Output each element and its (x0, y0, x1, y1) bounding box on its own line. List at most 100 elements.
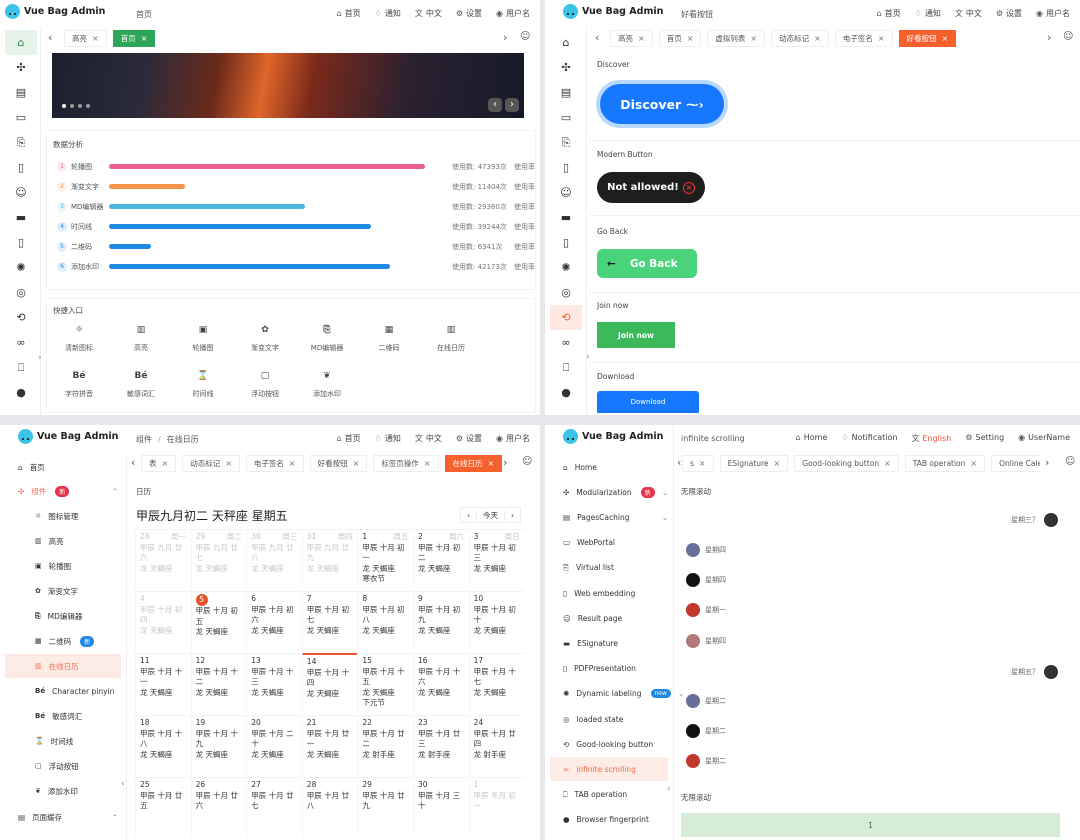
close-icon[interactable]: × (423, 458, 431, 468)
tab[interactable]: 在线日历 × (444, 454, 503, 472)
tab[interactable]: 好看按钮 × (898, 29, 957, 47)
collapse-sidebar-button[interactable]: ‹ (667, 784, 671, 794)
carousel-dot[interactable] (70, 104, 74, 108)
collapse-sidebar-button[interactable]: ‹ (121, 779, 125, 789)
app-logo[interactable]: Vue Bag Admin (5, 4, 105, 19)
tab[interactable]: TAB operation × (904, 454, 986, 472)
monitor-icon[interactable]: ▭ (560, 111, 572, 124)
close-icon[interactable]: × (970, 458, 978, 468)
sidebar-item[interactable]: ☼ 图标管理 (5, 504, 121, 528)
sidebar-item[interactable]: ❦ 添加水印 (5, 779, 121, 803)
calendar-day[interactable]: 14 甲辰 十月 十四龙 天蝎座 (301, 653, 357, 714)
quick-entry-item[interactable]: ⌛ 时间线 (173, 371, 233, 399)
sidebar-item-page-cache[interactable]: ▤ 页面缓存 ⌃ (18, 805, 118, 829)
calendar-day[interactable]: 30 甲辰 十月 三十 (413, 777, 468, 838)
sidebar-item[interactable]: ● Browser fingerprint (550, 808, 668, 832)
carousel-dot[interactable] (62, 104, 66, 108)
sidebar-item[interactable]: ⟲ Good-looking button (550, 732, 668, 756)
nav-lang[interactable]: 文 English (911, 433, 951, 444)
calendar-day[interactable]: 23 甲辰 十月 廿三龙 射手座 (413, 715, 468, 776)
breadcrumb-item[interactable]: 组件 (136, 435, 152, 444)
pages-icon[interactable]: ▤ (560, 86, 572, 99)
sidebar-item[interactable]: ▢ 浮动按钮 (5, 754, 121, 778)
calendar-day[interactable]: 1 甲辰 冬月 初一 (468, 777, 524, 838)
discover-button[interactable]: Discover ⁓› (600, 84, 724, 124)
quick-entry-item[interactable]: ▥ 高亮 (111, 325, 171, 353)
tab[interactable]: Online Calenda× (991, 454, 1040, 472)
sidebar-item[interactable]: Bé 敏感词汇 (5, 704, 121, 728)
calendar-day[interactable]: 25 甲辰 十月 廿五 (135, 777, 190, 838)
quick-entry-item[interactable]: ❦ 添加水印 (297, 371, 357, 399)
sidebar-item[interactable]: ✿ 渐变文字 (5, 579, 121, 603)
carousel-dot[interactable] (78, 104, 82, 108)
close-icon[interactable]: × (941, 33, 949, 43)
quick-entry-item[interactable]: Bé 敏感词汇 (111, 371, 171, 399)
bookmark-icon[interactable]: ⎕ (17, 360, 25, 374)
nav-notify[interactable]: ♢ Notification (841, 433, 897, 444)
sidebar-item[interactable]: ▣ 轮播图 (5, 554, 121, 578)
nav-notify[interactable]: ♢ 通知 (915, 8, 941, 19)
nav-user[interactable]: ◉ UserName (1018, 433, 1070, 444)
book-icon[interactable]: ▯ (17, 161, 25, 174)
calendar-day[interactable]: 29 甲辰 十月 廿九 (357, 777, 413, 838)
quick-entry-item[interactable]: ☼ 清新图标 (49, 325, 109, 353)
gear-icon[interactable]: ✺ (561, 261, 571, 274)
nav-home[interactable]: ⌂ 首页 (877, 8, 901, 19)
carousel-dot[interactable] (86, 104, 90, 108)
close-icon[interactable]: × (750, 33, 758, 43)
tab[interactable]: 动态标记 × (771, 29, 829, 47)
download-button[interactable]: Download (597, 391, 699, 413)
list-icon[interactable]: ⎘ (16, 135, 26, 149)
nav-home[interactable]: ⌂ 首页 (337, 8, 361, 19)
nav-notify[interactable]: ♢ 通知 (375, 8, 401, 19)
calendar-day[interactable]: 13 甲辰 十月 十三龙 天蝎座 (246, 653, 302, 714)
tabs-next-button[interactable]: › (503, 456, 508, 469)
close-icon[interactable]: × (773, 458, 781, 468)
list-icon[interactable]: ⎘ (561, 135, 571, 149)
next-month-button[interactable]: › (511, 510, 514, 520)
tab[interactable]: 高亮 × (64, 29, 107, 47)
smile-icon[interactable]: ☺ (15, 186, 27, 199)
calendar-day[interactable]: 24 甲辰 十月 廿四龙 射手座 (468, 715, 524, 776)
calendar-day[interactable]: 5 甲辰 十月 初五龙 天蝎座 (190, 591, 246, 652)
sidebar-item[interactable]: ▯ Web embedding (550, 581, 668, 605)
tabs-next-button[interactable]: › (1047, 31, 1052, 44)
prev-month-button[interactable]: ‹ (467, 510, 470, 520)
nav-user[interactable]: ◉ 用户名 (496, 8, 530, 19)
calendar-day[interactable]: 8 甲辰 十月 初八龙 天蝎座 (357, 591, 413, 652)
app-logo[interactable]: Vue Bag Admin (563, 429, 663, 444)
calendar-day[interactable]: 17 甲辰 十月 十七龙 天蝎座 (468, 653, 524, 714)
nav-lang[interactable]: 文中文 (955, 8, 982, 19)
close-icon[interactable]: × (288, 458, 296, 468)
nav-settings[interactable]: ⚙ 设置 (996, 8, 1022, 19)
expand-sidebar-button[interactable]: › (586, 352, 590, 362)
calendar-day[interactable]: 1 周五 甲辰 十月 初一龙 天蝎座 寒衣节 (357, 529, 413, 590)
sidebar-item[interactable]: Bé Character pinyin (5, 679, 121, 703)
app-logo[interactable]: Vue Bag Admin (18, 429, 118, 444)
calendar-day[interactable]: 9 甲辰 十月 初九龙 天蝎座 (413, 591, 468, 652)
sidebar-item[interactable]: ▥ 高亮 (5, 529, 121, 553)
calendar-day[interactable]: 10 甲辰 十月 初十龙 天蝎座 (468, 591, 524, 652)
sidebar-item[interactable]: ✺ Dynamic labeling new ⌄ (550, 682, 684, 706)
nav-settings[interactable]: ⚙ Setting (965, 433, 1004, 444)
monitor-icon[interactable]: ▭ (15, 111, 27, 124)
quick-entry-item[interactable]: ▢ 浮动按钮 (235, 371, 295, 399)
calendar-day[interactable]: 30 周三 甲辰 九月 廿八龙 天蝎座 (246, 529, 302, 590)
tabs-prev-button[interactable]: ‹ (48, 31, 53, 44)
calendar-day[interactable]: 22 甲辰 十月 廿二龙 射手座 (357, 715, 413, 776)
close-icon[interactable]: × (161, 458, 169, 468)
tab[interactable]: s × (682, 454, 714, 472)
fingerprint-icon[interactable]: ● (16, 386, 26, 399)
tab[interactable]: 标签页操作 × (373, 454, 439, 472)
book-icon[interactable]: ▯ (562, 161, 570, 174)
planet-icon[interactable]: ⟲ (550, 305, 582, 330)
calendar-day[interactable]: 19 甲辰 十月 十九龙 天蝎座 (190, 715, 246, 776)
tab[interactable]: 首页 × (658, 29, 702, 47)
close-icon[interactable]: × (352, 458, 360, 468)
modules-icon[interactable]: ✣ (561, 61, 571, 74)
smile-icon[interactable]: ☺ (520, 31, 531, 42)
close-icon[interactable]: × (884, 458, 891, 468)
join-now-button[interactable]: Join now (597, 322, 675, 348)
close-icon[interactable]: × (487, 458, 495, 468)
planet-icon[interactable]: ⟲ (16, 311, 26, 324)
